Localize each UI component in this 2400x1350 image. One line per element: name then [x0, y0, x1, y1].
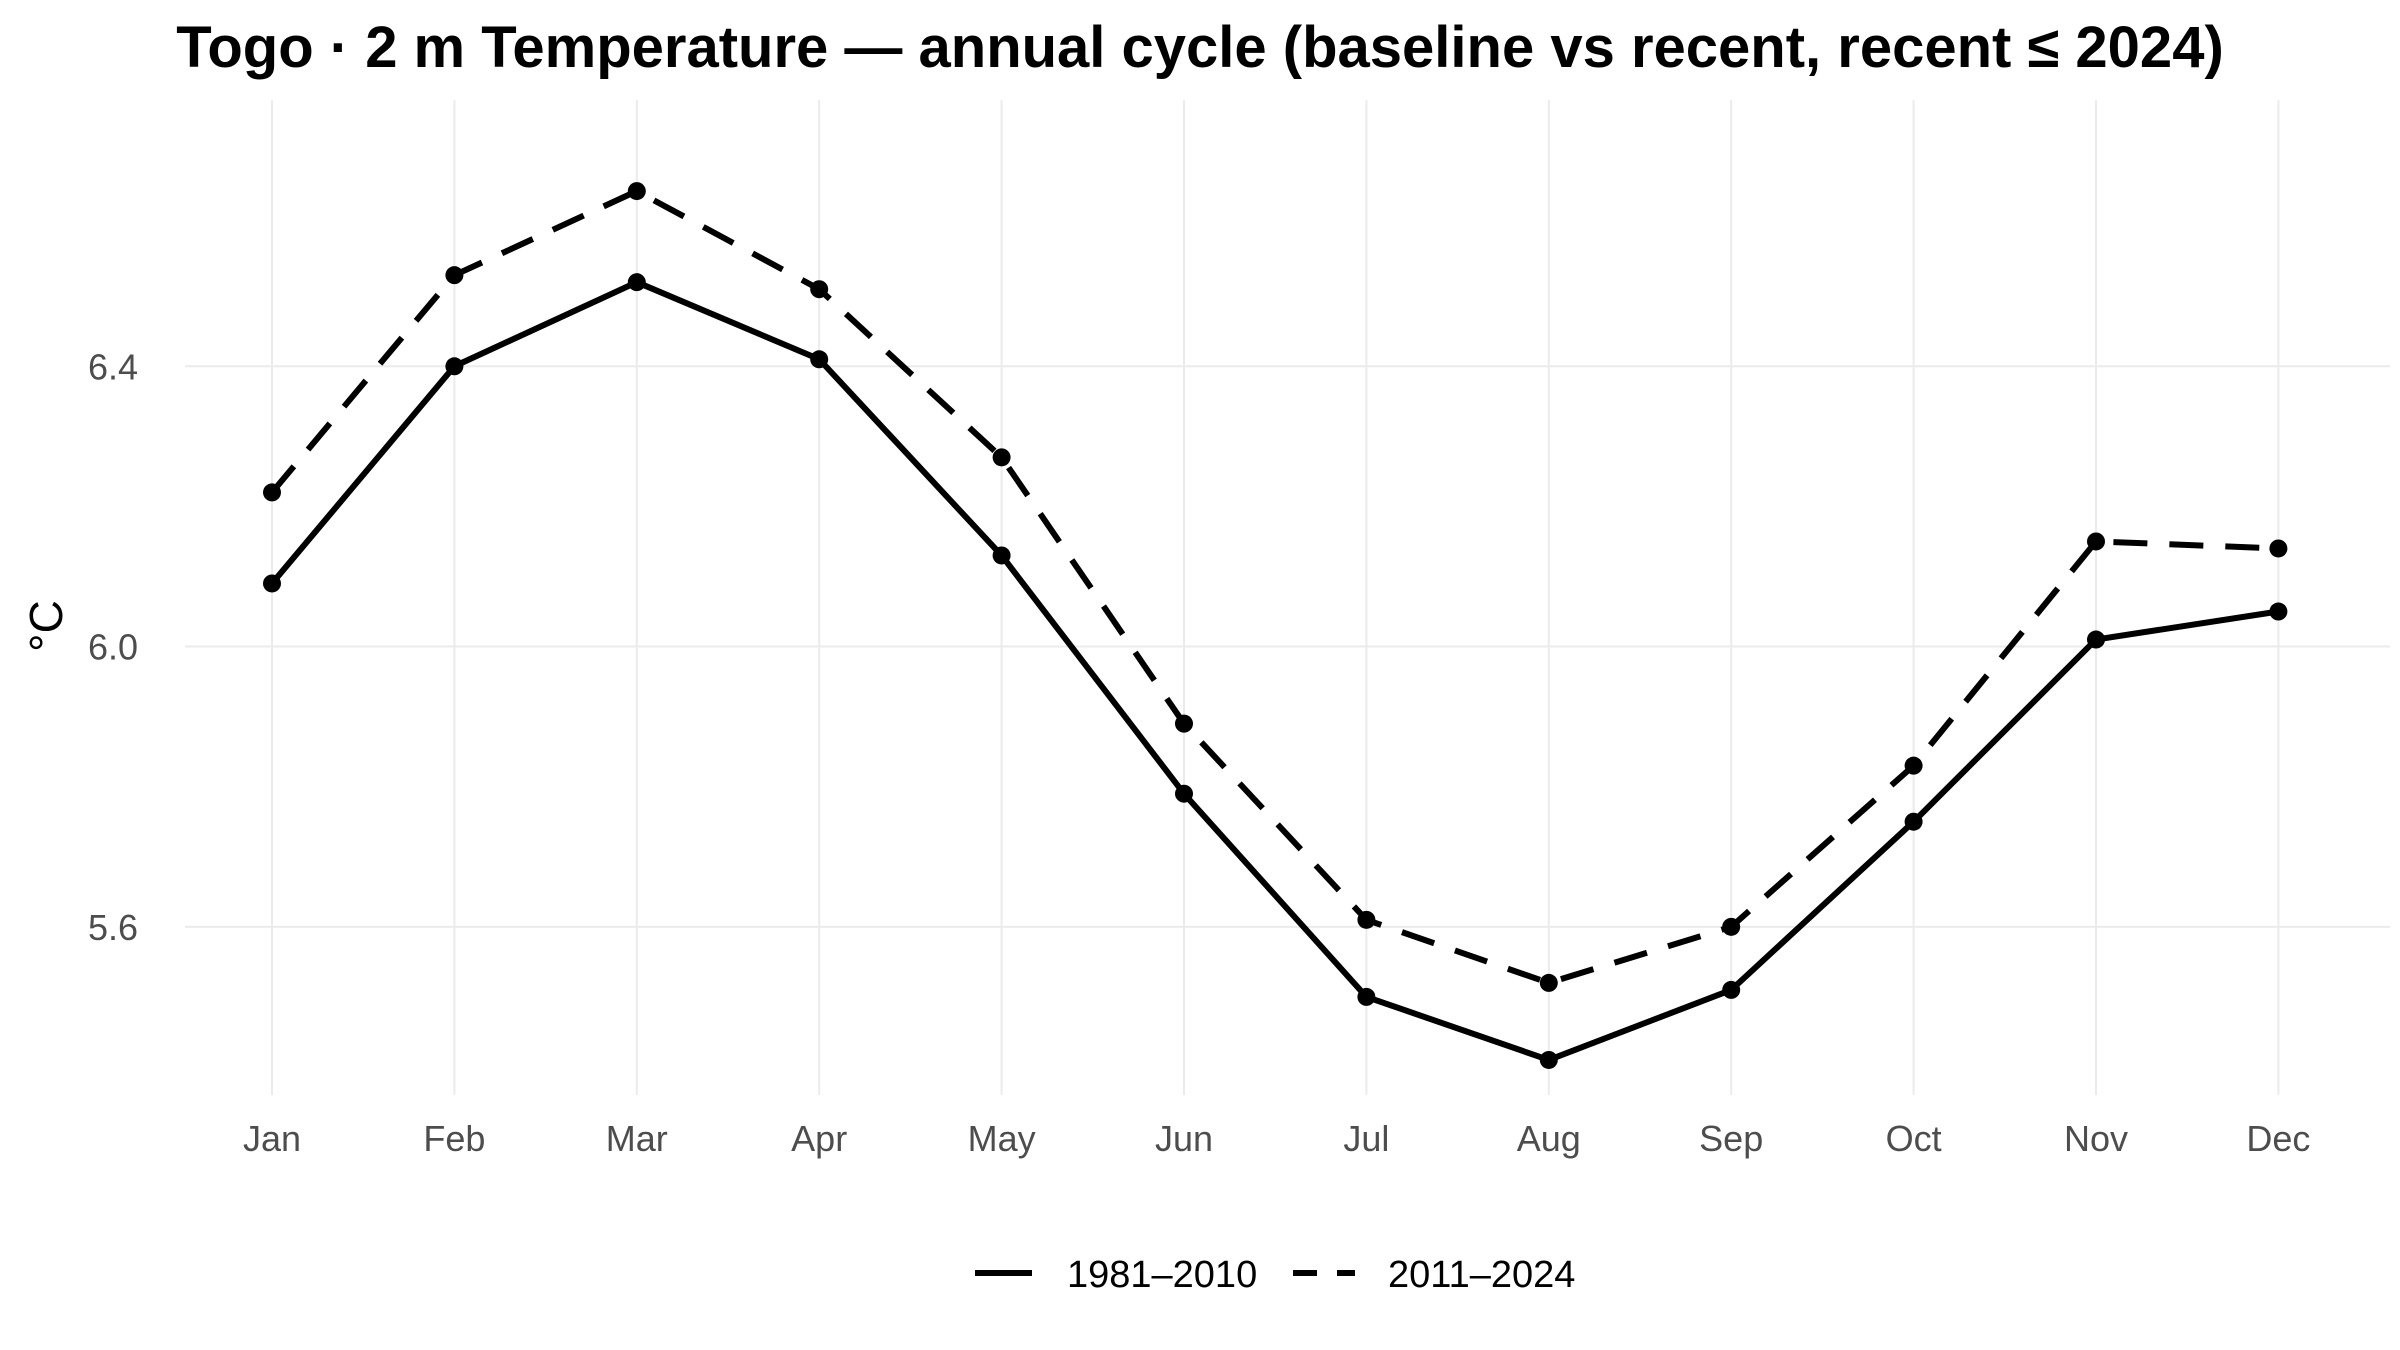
y-tick-label-5-6: 5.6 [88, 907, 138, 948]
point-2011-2024-sep [1722, 917, 1741, 936]
x-tick-label-dec: Dec [2246, 1118, 2310, 1159]
x-tick-label-sep: Sep [1699, 1118, 1763, 1159]
point-2011-2024-oct [1904, 756, 1923, 775]
point-1981-2010-jul [1357, 987, 1376, 1006]
point-2011-2024-dec [2269, 539, 2288, 558]
x-tick-label-feb: Feb [423, 1118, 485, 1159]
point-2011-2024-jan [263, 483, 281, 502]
point-2011-2024-nov [2087, 532, 2105, 551]
y-axis-tick-labels: 5.6 6.0 6.4 [88, 346, 138, 948]
x-tick-label-may: May [968, 1118, 1036, 1159]
legend-label-1981-2010: 1981–2010 [1067, 1254, 1257, 1296]
series-line-1981-2010 [269, 279, 2279, 1063]
series-layer [263, 182, 2288, 1069]
point-1981-2010-mar [627, 273, 646, 292]
point-1981-2010-feb [445, 357, 464, 376]
point-1981-2010-oct [1904, 812, 1923, 831]
legend: 1981–2010 2011–2024 [975, 1254, 1575, 1296]
x-tick-label-mar: Mar [606, 1118, 668, 1159]
point-2011-2024-feb [445, 266, 464, 285]
point-2011-2024-mar [627, 182, 646, 201]
x-tick-label-oct: Oct [1886, 1118, 1942, 1159]
point-2011-2024-aug [1539, 973, 1558, 992]
point-1981-2010-sep [1722, 980, 1741, 999]
point-2011-2024-jun [1175, 714, 1193, 733]
x-tick-label-aug: Aug [1517, 1118, 1581, 1159]
legend-label-2011-2024: 2011–2024 [1388, 1254, 1575, 1296]
point-1981-2010-apr [810, 350, 829, 369]
series-line-2011-2024 [269, 188, 2279, 986]
y-axis-title: °C [20, 600, 72, 652]
x-axis-tick-labels: Jan Feb Mar Apr May Jun Jul Aug Sep Oct Nov Dec [243, 1118, 2310, 1159]
series-1981-2010 [263, 273, 2288, 1069]
y-tick-label-6-4: 6.4 [88, 346, 138, 387]
x-tick-label-nov: Nov [2064, 1118, 2128, 1159]
x-tick-label-apr: Apr [791, 1118, 847, 1159]
point-2011-2024-jul [1357, 910, 1376, 929]
point-1981-2010-may [992, 546, 1011, 565]
point-1981-2010-jan [263, 574, 281, 593]
point-1981-2010-nov [2087, 630, 2105, 649]
point-2011-2024-apr [810, 280, 829, 299]
x-tick-label-jan: Jan [243, 1118, 301, 1159]
x-tick-label-jul: Jul [1343, 1118, 1389, 1159]
x-tick-label-jun: Jun [1155, 1118, 1213, 1159]
point-1981-2010-jun [1175, 784, 1193, 803]
point-1981-2010-aug [1539, 1050, 1558, 1069]
grid-lines [185, 100, 2390, 1095]
series-2011-2024 [263, 182, 2288, 992]
chart-title: Togo · 2 m Temperature — annual cycle (b… [176, 15, 2224, 80]
point-2011-2024-may [992, 448, 1011, 467]
point-1981-2010-dec [2269, 602, 2288, 621]
y-tick-label-6-0: 6.0 [88, 627, 138, 668]
